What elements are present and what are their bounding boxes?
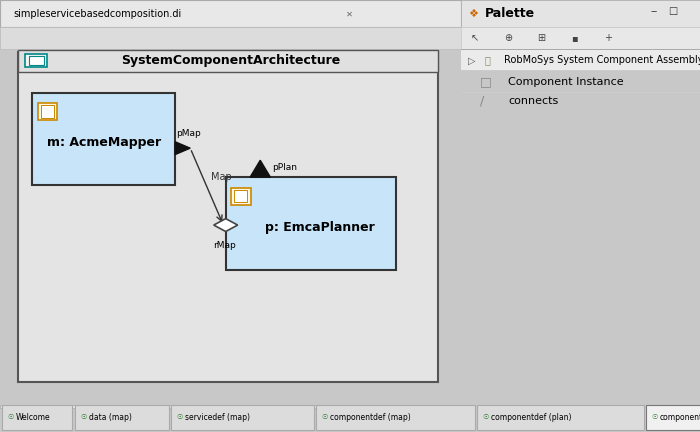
FancyBboxPatch shape — [41, 105, 54, 118]
Text: ☉: ☉ — [652, 414, 658, 420]
Text: 📂: 📂 — [484, 55, 491, 65]
Text: pMap: pMap — [176, 129, 201, 138]
FancyBboxPatch shape — [38, 103, 57, 120]
Text: RobMoSys System Component Assembly ...: RobMoSys System Component Assembly ... — [504, 55, 700, 65]
FancyBboxPatch shape — [234, 190, 247, 202]
Text: SystemComponentArchitecture: SystemComponentArchitecture — [120, 54, 340, 67]
Text: componentdef (plan): componentdef (plan) — [491, 413, 571, 422]
Text: ⊞: ⊞ — [537, 33, 545, 43]
Text: □: □ — [668, 6, 678, 16]
FancyBboxPatch shape — [75, 405, 169, 430]
FancyBboxPatch shape — [171, 405, 314, 430]
FancyBboxPatch shape — [461, 49, 700, 50]
Text: ☉: ☉ — [80, 414, 86, 420]
FancyBboxPatch shape — [461, 0, 700, 27]
Text: ❖: ❖ — [468, 9, 478, 19]
FancyBboxPatch shape — [32, 92, 175, 185]
Polygon shape — [214, 219, 238, 232]
FancyBboxPatch shape — [18, 52, 438, 382]
Text: ▪: ▪ — [570, 33, 578, 43]
Text: simpleservicebasedcomposition.di: simpleservicebasedcomposition.di — [14, 9, 182, 19]
FancyBboxPatch shape — [0, 27, 461, 49]
Text: Palette: Palette — [484, 7, 535, 20]
FancyBboxPatch shape — [25, 54, 48, 67]
Text: ▷: ▷ — [468, 55, 475, 65]
Text: /: / — [480, 95, 484, 108]
Text: pPlan: pPlan — [272, 162, 298, 172]
Text: ☉: ☉ — [483, 414, 489, 420]
FancyBboxPatch shape — [0, 0, 461, 27]
FancyBboxPatch shape — [477, 405, 644, 430]
FancyBboxPatch shape — [231, 187, 251, 204]
Text: □: □ — [480, 76, 491, 89]
Text: Component Instance: Component Instance — [508, 77, 624, 87]
FancyBboxPatch shape — [316, 405, 475, 430]
FancyBboxPatch shape — [0, 405, 462, 409]
Text: p: EmcaPlanner: p: EmcaPlanner — [265, 221, 375, 234]
Text: servicedef (map): servicedef (map) — [185, 413, 250, 422]
Text: ☉: ☉ — [176, 414, 183, 420]
Text: componentdef (map): componentdef (map) — [330, 413, 411, 422]
Text: ☉: ☉ — [322, 414, 328, 420]
Text: m: AcmeMapper: m: AcmeMapper — [47, 137, 161, 149]
FancyBboxPatch shape — [29, 56, 44, 65]
Text: Welcome: Welcome — [16, 413, 50, 422]
FancyBboxPatch shape — [461, 70, 700, 71]
FancyBboxPatch shape — [2, 405, 73, 430]
FancyBboxPatch shape — [461, 50, 700, 70]
FancyBboxPatch shape — [646, 405, 700, 430]
Text: data (map): data (map) — [88, 413, 132, 422]
Text: Map: Map — [211, 172, 232, 181]
FancyBboxPatch shape — [225, 177, 396, 270]
Text: rMap: rMap — [214, 241, 236, 250]
FancyBboxPatch shape — [18, 50, 438, 73]
Text: ⊕: ⊕ — [504, 33, 512, 43]
Text: componentassembly: componentassembly — [660, 413, 700, 422]
Text: +: + — [604, 33, 612, 43]
Text: ↖: ↖ — [470, 33, 478, 43]
Text: ✕: ✕ — [346, 9, 353, 18]
Text: connects: connects — [508, 96, 559, 106]
Text: ‒: ‒ — [651, 6, 657, 16]
FancyBboxPatch shape — [461, 27, 700, 49]
Polygon shape — [250, 160, 270, 177]
Text: ☉: ☉ — [8, 414, 14, 420]
Polygon shape — [175, 142, 190, 155]
